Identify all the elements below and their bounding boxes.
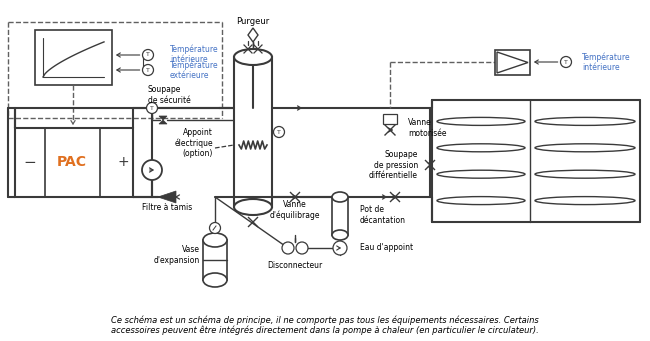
Ellipse shape [332, 192, 348, 202]
Ellipse shape [332, 230, 348, 240]
Ellipse shape [234, 49, 272, 65]
Ellipse shape [535, 197, 635, 205]
Circle shape [142, 64, 153, 75]
Bar [35, 30, 112, 85]
Bar [234, 57, 272, 207]
Ellipse shape [437, 117, 525, 125]
Circle shape [296, 242, 308, 254]
Polygon shape [159, 120, 167, 124]
Bar [332, 197, 348, 235]
Text: Eau d'appoint: Eau d'appoint [360, 243, 413, 252]
Text: +: + [117, 155, 129, 169]
Text: Soupape
de pression
différentielle: Soupape de pression différentielle [369, 150, 418, 180]
Ellipse shape [234, 199, 272, 215]
Text: PAC: PAC [57, 155, 87, 169]
Circle shape [146, 103, 157, 114]
Text: Température
extérieure: Température extérieure [170, 60, 218, 80]
Text: Vase
d'expansion: Vase d'expansion [154, 245, 200, 265]
Text: Soupape
de sécurité: Soupape de sécurité [148, 85, 190, 105]
Ellipse shape [437, 144, 525, 152]
Text: accessoires peuvent être intégrés directement dans la pompe à chaleur (en partic: accessoires peuvent être intégrés direct… [111, 325, 539, 335]
Ellipse shape [535, 117, 635, 125]
Ellipse shape [535, 144, 635, 152]
Bar [203, 240, 227, 280]
Text: Vanne
d'équilibrage: Vanne d'équilibrage [270, 200, 320, 220]
Text: Température
intérieure: Température intérieure [170, 44, 218, 64]
Polygon shape [158, 191, 176, 203]
Text: T: T [564, 59, 568, 64]
Text: Disconnecteur: Disconnecteur [267, 261, 322, 269]
Text: Purgeur: Purgeur [237, 16, 270, 26]
Circle shape [560, 57, 571, 68]
Ellipse shape [203, 273, 227, 287]
Circle shape [209, 222, 220, 234]
Text: Ce schéma est un schéma de principe, il ne comporte pas tous les équipements néc: Ce schéma est un schéma de principe, il … [111, 315, 539, 325]
Bar [15, 128, 133, 197]
Text: T: T [150, 105, 154, 110]
Text: Vanne
motorisée: Vanne motorisée [408, 118, 447, 138]
Bar [383, 114, 397, 124]
Text: −: − [23, 155, 36, 170]
Circle shape [282, 242, 294, 254]
Ellipse shape [437, 170, 525, 178]
Text: Appoint
électrique
(option): Appoint électrique (option) [174, 128, 213, 158]
Polygon shape [159, 116, 167, 120]
Text: T: T [146, 53, 150, 58]
Text: Filtre à tamis: Filtre à tamis [142, 203, 192, 211]
Circle shape [142, 160, 162, 180]
Ellipse shape [203, 233, 227, 247]
Polygon shape [248, 28, 258, 42]
Circle shape [274, 127, 285, 137]
Circle shape [142, 49, 153, 60]
Ellipse shape [437, 197, 525, 205]
Polygon shape [497, 52, 528, 73]
Bar [495, 50, 530, 75]
Ellipse shape [535, 170, 635, 178]
Text: Température
intérieure: Température intérieure [582, 52, 630, 72]
Circle shape [333, 241, 347, 255]
Text: T: T [277, 130, 281, 134]
Text: Pot de
décantation: Pot de décantation [360, 205, 406, 225]
Text: T: T [146, 68, 150, 73]
